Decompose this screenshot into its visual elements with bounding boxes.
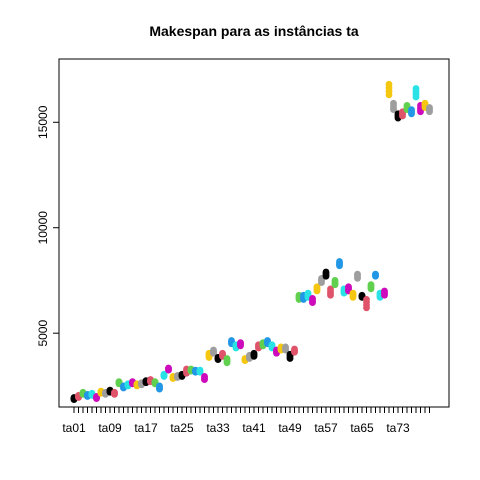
x-tick-label: ta57 (314, 421, 338, 435)
x-tick-label: ta09 (98, 421, 122, 435)
data-point (322, 268, 330, 276)
x-tick-label: ta25 (170, 421, 194, 435)
data-point (408, 106, 415, 114)
data-point (228, 337, 235, 344)
y-axis: 5000 10000 15000 (36, 105, 59, 347)
data-point (313, 283, 321, 291)
data-point (385, 80, 393, 88)
x-tick-label: ta73 (386, 421, 410, 435)
data-point (237, 339, 244, 347)
data-point (250, 349, 258, 357)
x-tick-label: ta33 (206, 421, 230, 435)
data-point (291, 345, 298, 353)
y-tick-label: 15000 (36, 105, 50, 139)
chart-title: Makespan para as instâncias ta (149, 23, 359, 39)
x-tick-label: ta41 (242, 421, 266, 435)
data-point (201, 373, 208, 380)
data-point (412, 85, 420, 92)
data-point (111, 388, 118, 396)
data-point (372, 270, 379, 278)
data-point (115, 378, 123, 386)
data-point (345, 283, 352, 291)
y-tick-label: 5000 (36, 320, 50, 347)
data-point (426, 104, 433, 111)
data-point (358, 291, 366, 299)
data-point (160, 370, 168, 378)
x-tick-label: ta65 (350, 421, 374, 435)
data-point (223, 355, 231, 362)
data-point (156, 382, 163, 390)
data-point (381, 287, 388, 295)
data-point (309, 294, 316, 302)
y-tick-label: 10000 (36, 211, 50, 245)
data-point (331, 277, 339, 284)
x-tick-label: ta17 (134, 421, 158, 435)
data-point (390, 99, 397, 107)
data-point (403, 102, 411, 109)
data-point (304, 289, 312, 297)
data-point (268, 341, 276, 349)
data-point (151, 378, 159, 386)
x-tick-label: ta01 (62, 421, 86, 435)
x-tick-label: ta49 (278, 421, 302, 435)
data-point (363, 296, 370, 303)
data-point (219, 349, 226, 357)
data-point (210, 346, 217, 354)
data-point (354, 270, 361, 278)
data-point (327, 285, 334, 293)
data-point (264, 337, 271, 344)
data-point (165, 364, 172, 372)
data-points (70, 80, 433, 404)
data-point (196, 366, 204, 374)
x-axis: ta01 ta09 ta17 ta25 ta33 ta41 ta49 ta57 ta65 ta73 (62, 406, 430, 435)
plot-frame (58, 58, 450, 408)
data-point (282, 343, 289, 351)
data-point (421, 99, 429, 107)
data-point (367, 281, 375, 289)
data-point (349, 289, 357, 297)
data-point (336, 258, 343, 265)
